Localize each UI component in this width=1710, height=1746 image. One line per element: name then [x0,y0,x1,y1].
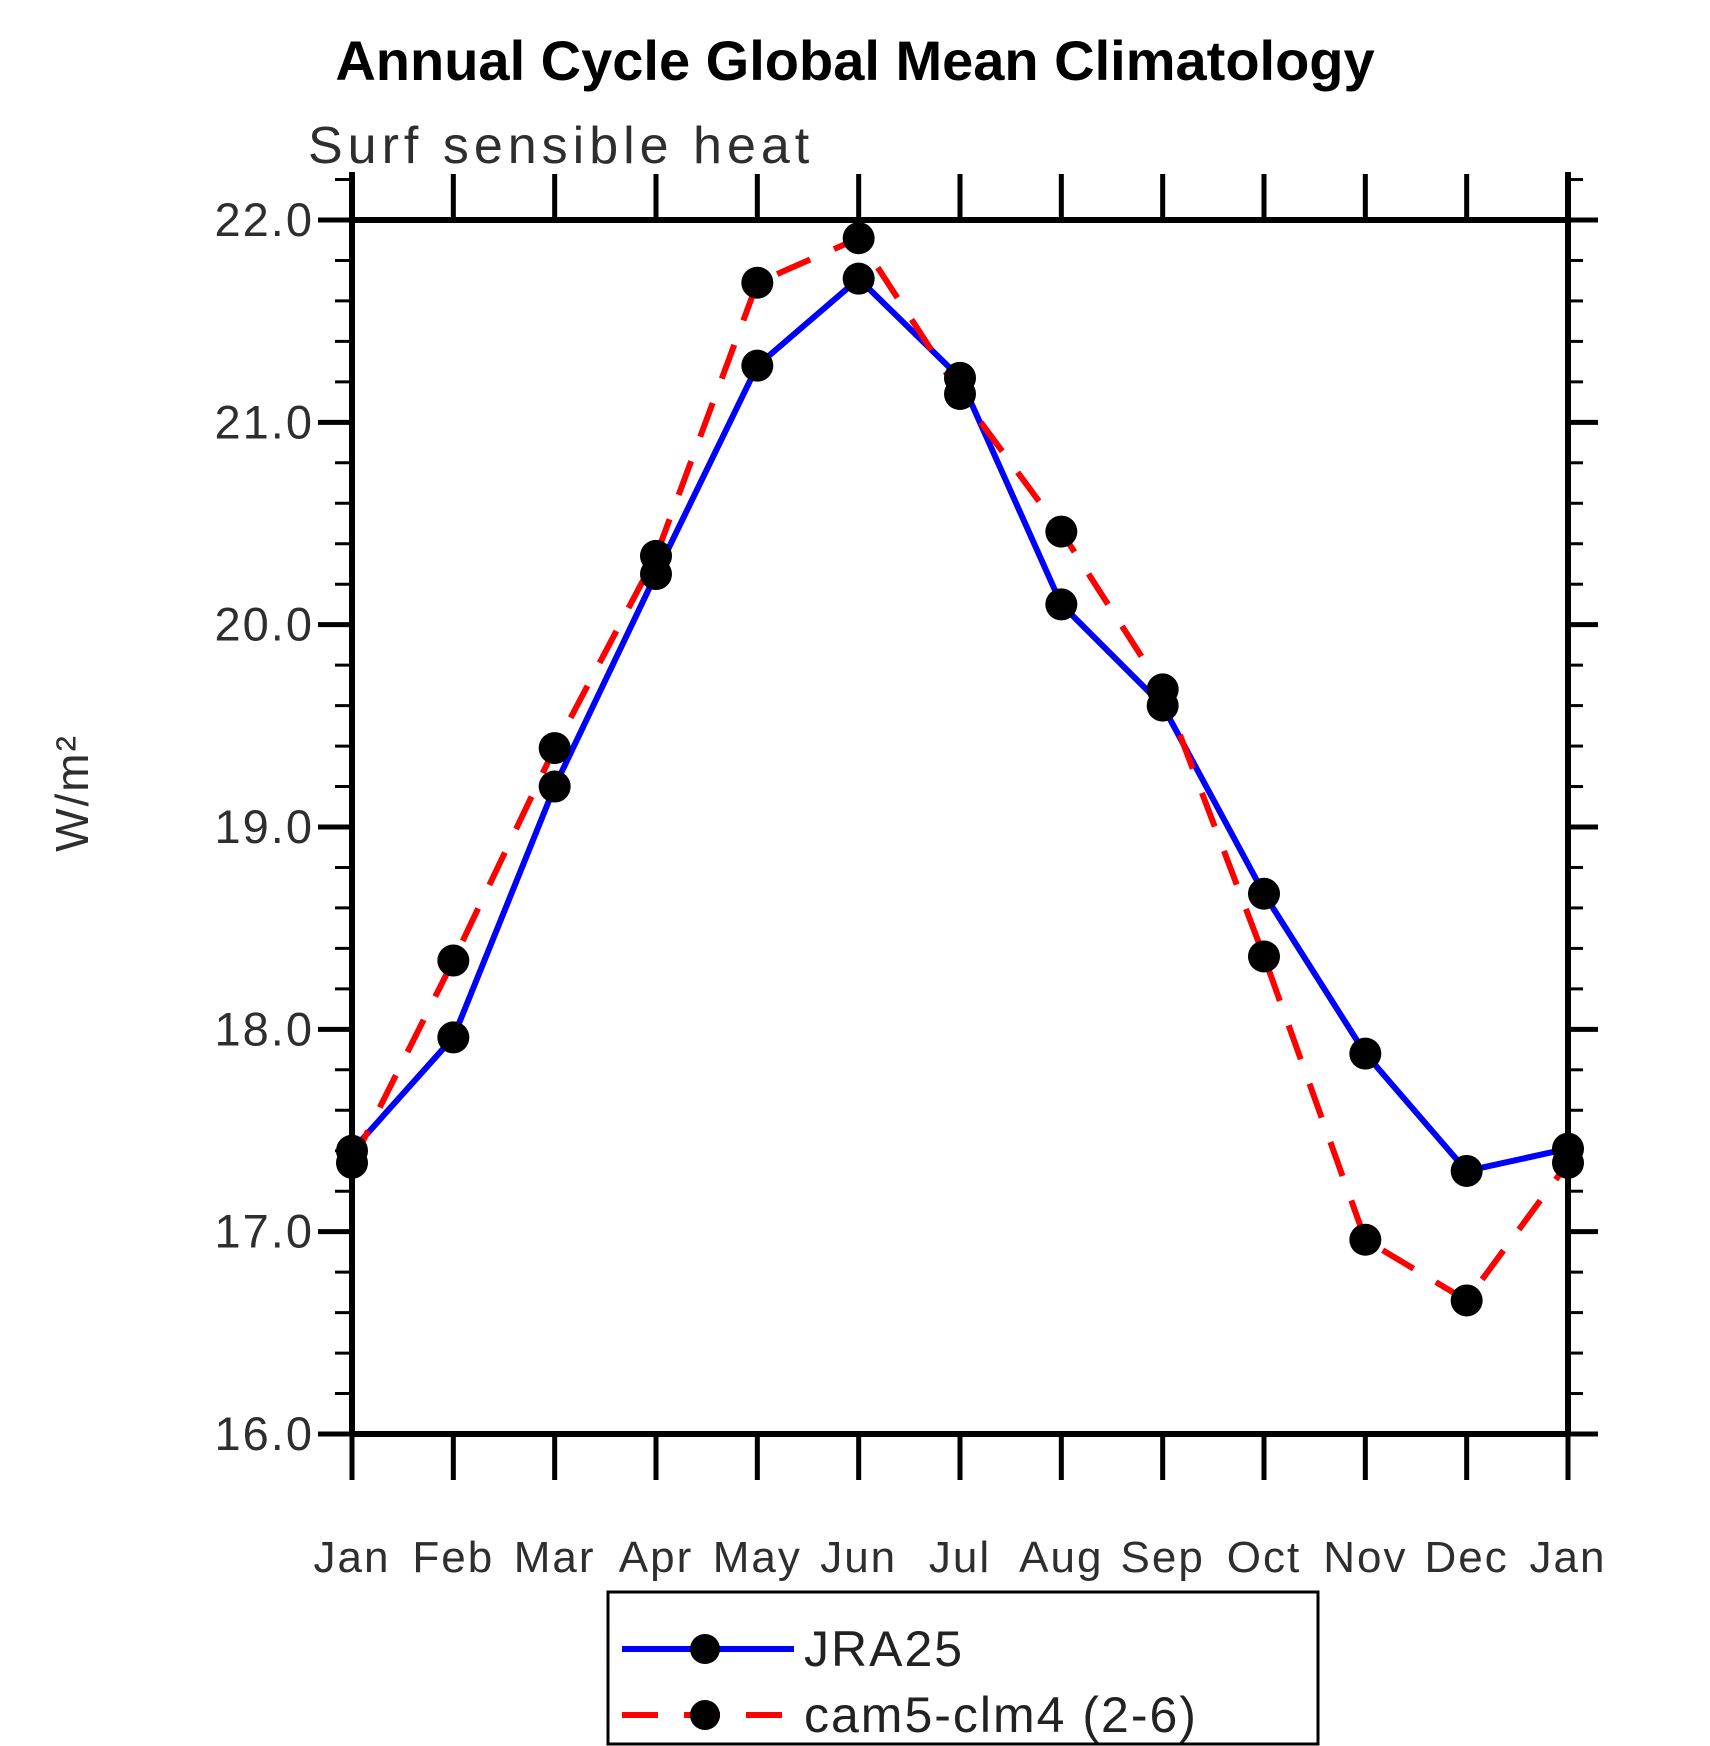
data-point-cam5 [842,222,875,255]
x-tick-label: Sep [1121,1533,1205,1582]
legend-marker [690,1634,720,1664]
data-point-cam5 [1146,673,1179,706]
x-tick-label: Nov [1323,1533,1407,1582]
data-point-cam5 [437,944,470,977]
data-point-jra25 [1248,877,1280,910]
data-point-cam5 [1349,1223,1382,1256]
series-line-jra25 [349,274,1569,1175]
x-tick-label: May [713,1533,802,1582]
data-point-jra25 [1450,1154,1483,1187]
data-point-jra25 [741,349,774,382]
legend-item-jra25: JRA25 [622,1621,964,1677]
data-point-cam5 [336,1146,368,1179]
data-point-cam5 [1045,515,1078,548]
data-point-cam5 [640,539,672,572]
y-tick-label: 17.0 [215,1205,314,1258]
data-point-jra25 [1349,1037,1382,1070]
data-point-jra25 [538,770,571,803]
y-tick-label: 21.0 [215,395,314,448]
data-point-jra25 [842,262,875,295]
data-point-cam5 [1450,1284,1483,1317]
data-point-jra25 [437,1021,470,1054]
y-tick-label: 20.0 [215,598,314,651]
x-tick-label: Jul [929,1533,991,1582]
data-point-cam5 [944,378,976,411]
legend-label: JRA25 [804,1621,964,1677]
data-point-cam5 [741,266,774,299]
x-tick-label: Aug [1019,1533,1103,1582]
y-tick-label: 18.0 [215,1002,314,1055]
x-tick-label: Oct [1227,1533,1301,1582]
data-point-cam5 [1248,940,1280,973]
chart-subtitle: Surf sensible heat [308,117,815,175]
x-tick-label: Feb [412,1533,494,1582]
y-axis-title: W/m² [46,734,98,852]
x-tick-label: Jan [314,1533,391,1582]
chart-title: Annual Cycle Global Mean Climatology [335,29,1375,92]
data-point-cam5 [538,732,571,765]
x-tick-label: Jun [820,1533,897,1582]
legend-item-cam5: cam5-clm4 (2-6) [622,1687,1198,1743]
legend-box [606,1590,1320,1746]
y-tick-label: 22.0 [215,193,314,246]
data-point-cam5 [1552,1146,1584,1179]
y-tick-label: 19.0 [215,800,314,853]
legend-marker [690,1700,720,1730]
y-tick-label: 16.0 [215,1407,314,1460]
x-tick-label: Mar [514,1533,596,1582]
x-tick-label: Apr [619,1533,693,1582]
data-point-jra25 [1045,588,1078,621]
legend-label: cam5-clm4 (2-6) [804,1687,1198,1743]
x-tick-label: Dec [1425,1533,1509,1582]
x-tick-label: Jan [1530,1533,1607,1582]
